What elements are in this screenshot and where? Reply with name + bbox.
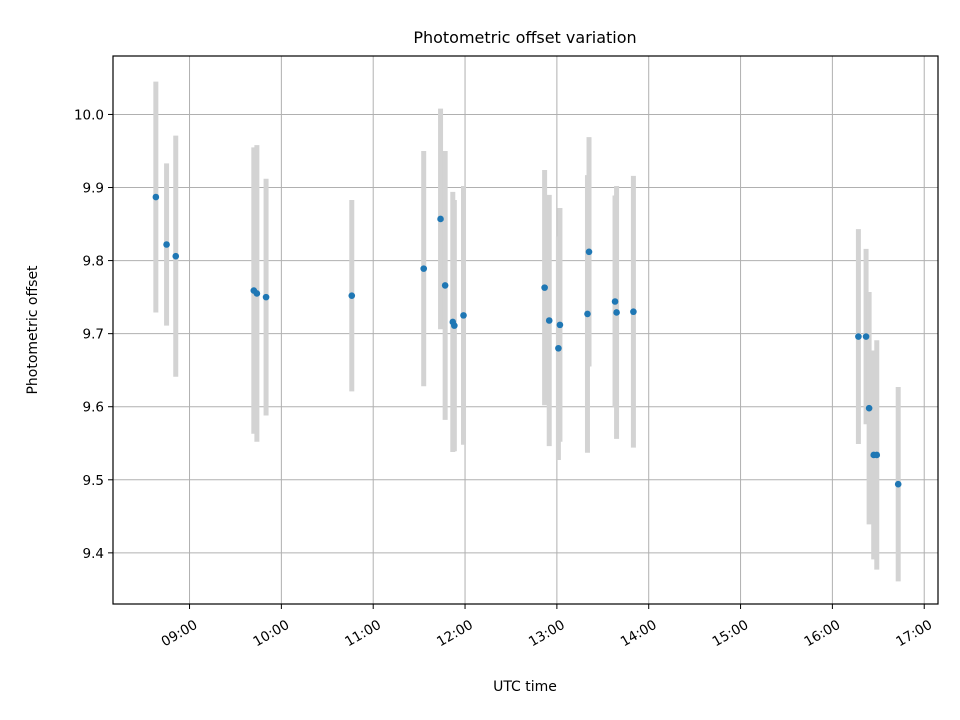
data-point — [441, 282, 449, 289]
data-point — [855, 333, 862, 340]
data-point — [451, 322, 458, 329]
data-point — [460, 312, 467, 319]
y-tick-label: 9.5 — [83, 473, 104, 489]
y-axis-ticks: 9.4 9.5 9.6 9.7 9.8 9.9 10.0 — [74, 107, 113, 562]
x-axis-label: UTC time — [493, 679, 557, 695]
chart-title: Photometric offset variation — [413, 28, 636, 47]
y-tick-label: 9.7 — [83, 327, 104, 343]
data-point — [163, 241, 170, 248]
y-tick-label: 9.9 — [83, 181, 104, 197]
data-point — [613, 309, 620, 316]
data-point — [348, 292, 356, 299]
y-tick-label: 10.0 — [74, 107, 104, 123]
plot-frame — [112, 55, 939, 605]
y-tick-label: 9.4 — [83, 546, 104, 562]
data-point — [611, 298, 619, 305]
data-point — [873, 451, 881, 459]
data-point — [541, 284, 548, 291]
data-point — [545, 317, 553, 324]
data-point — [172, 252, 180, 260]
data-point — [555, 344, 562, 352]
data-point — [862, 333, 870, 340]
data-point — [152, 193, 160, 201]
data-point — [585, 248, 593, 256]
data-points — [152, 193, 902, 488]
data-point — [437, 215, 444, 223]
data-point — [584, 310, 591, 318]
data-point — [865, 404, 873, 412]
data-point — [262, 293, 270, 301]
data-point — [253, 290, 261, 297]
data-point — [630, 308, 637, 316]
y-tick-label: 9.8 — [83, 254, 104, 270]
y-tick-label: 9.6 — [83, 400, 104, 416]
data-point — [894, 480, 902, 488]
data-point — [420, 265, 428, 272]
y-axis-label: Photometric offset — [25, 265, 41, 395]
data-point — [556, 321, 564, 329]
